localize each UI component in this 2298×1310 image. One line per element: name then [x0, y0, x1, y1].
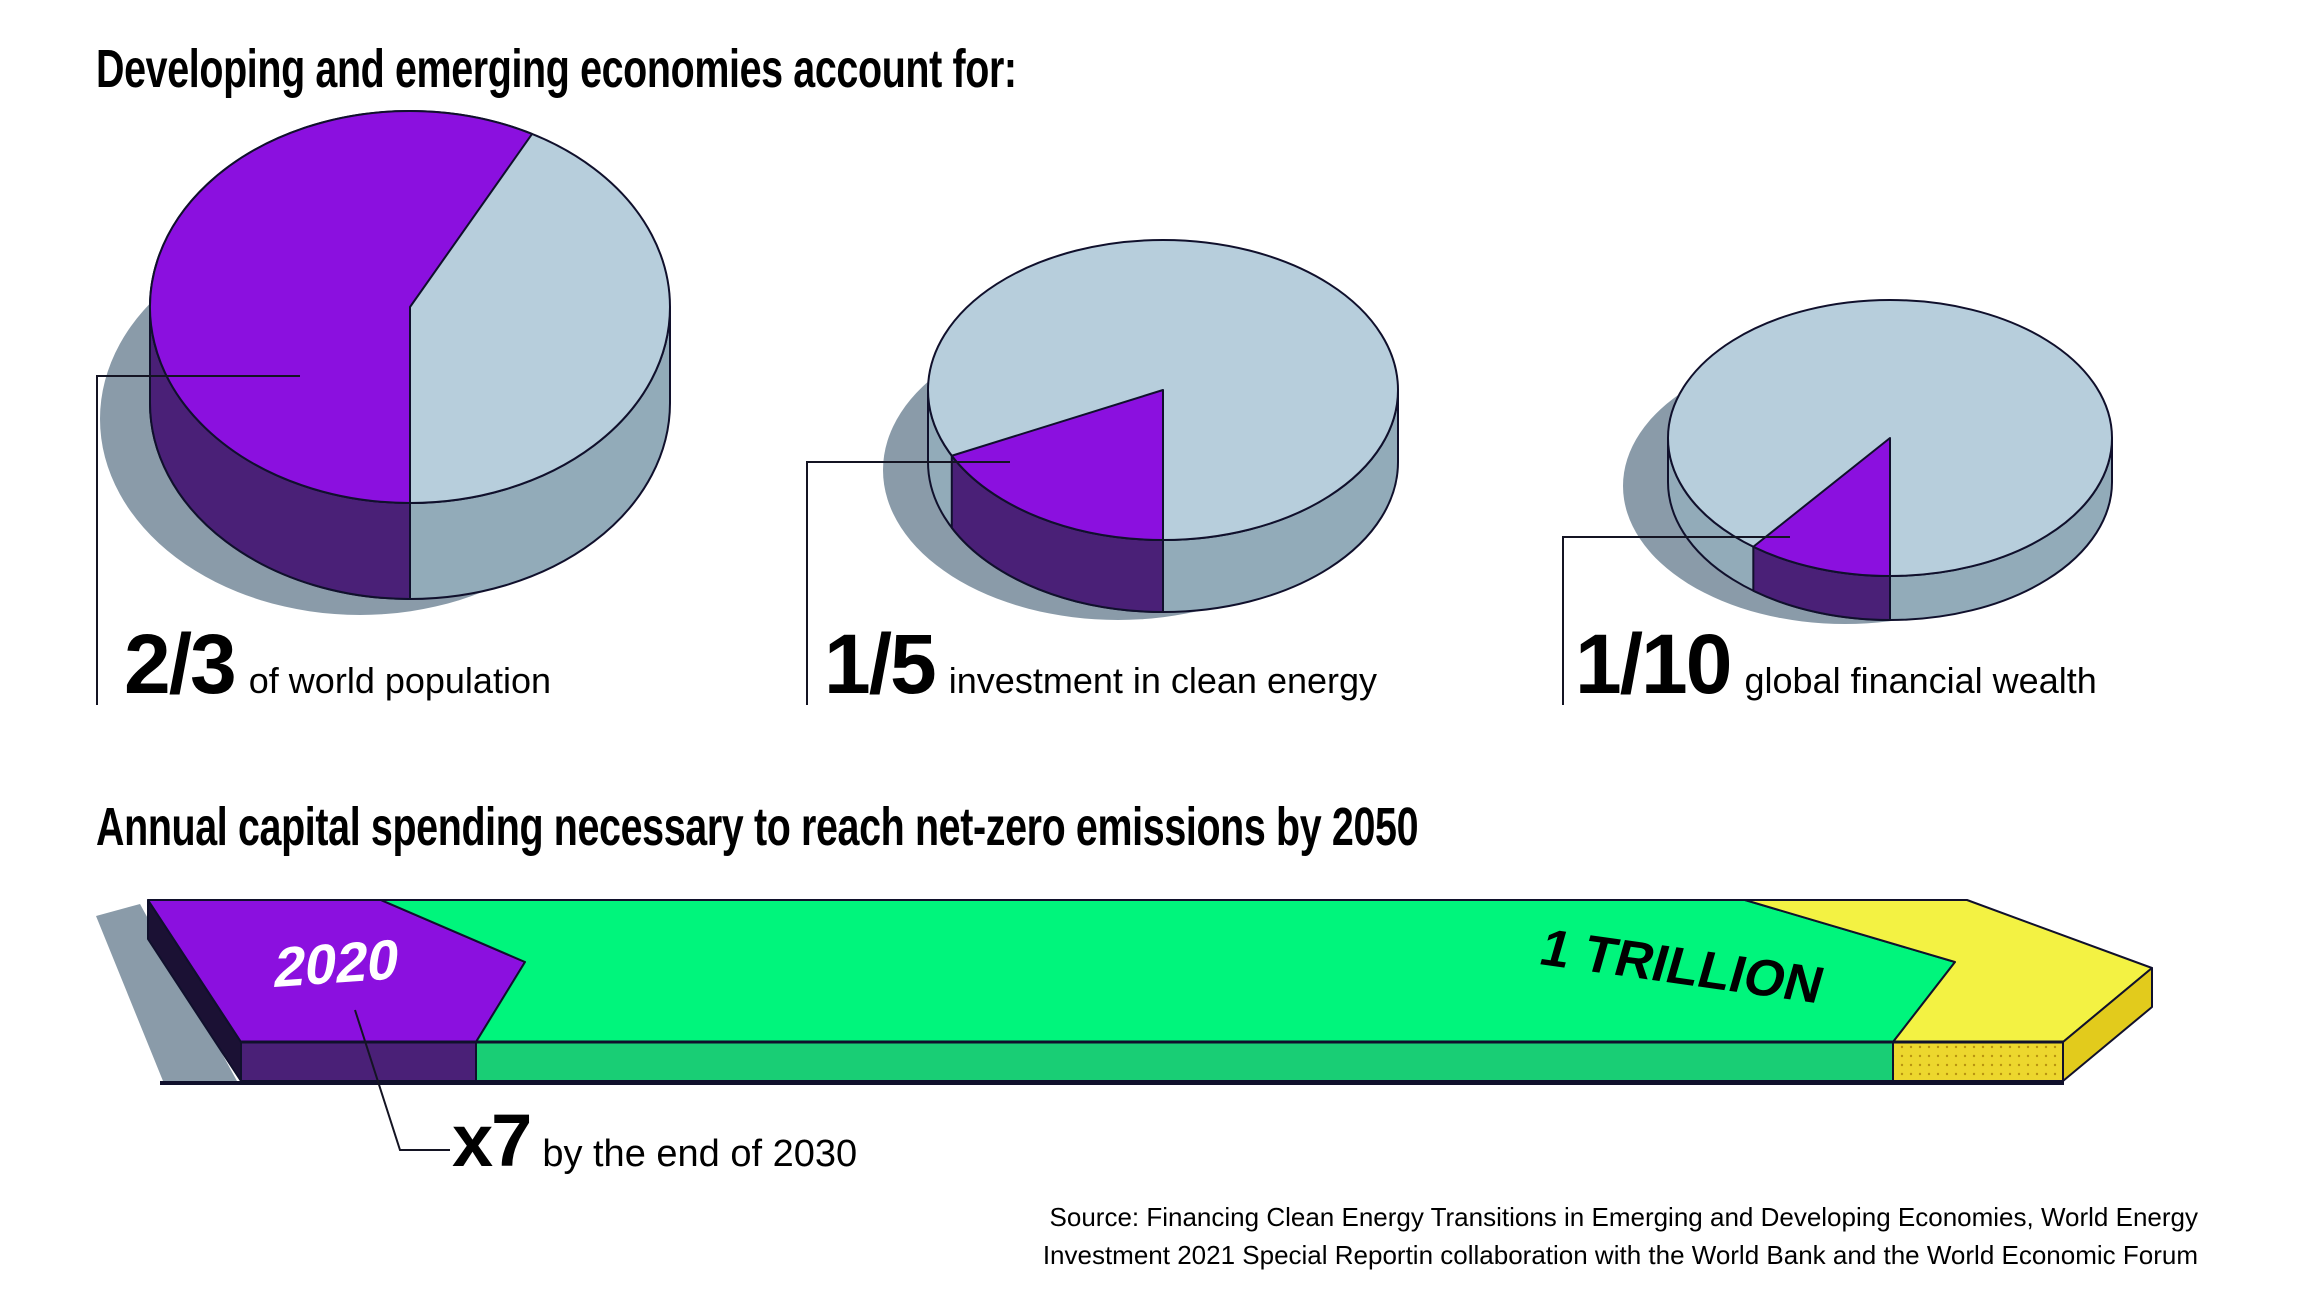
pie-3-label: 1/10 global financial wealth — [1575, 622, 2097, 706]
pie-3-description: global financial wealth — [1744, 660, 2097, 701]
pie-2-value: 1/5 — [824, 617, 937, 711]
leader-line-2 — [806, 461, 1010, 705]
page-title: Developing and emerging economies accoun… — [96, 39, 1017, 99]
leader-line-1 — [96, 375, 300, 705]
x7-text: by the end of 2030 — [542, 1133, 858, 1175]
pie-1-value: 2/3 — [124, 617, 237, 711]
ribbon-2020-label: 2020 — [270, 926, 404, 1000]
leader-line-3 — [1562, 536, 1790, 705]
ribbon-trillion-front-face — [475, 1041, 1894, 1082]
pie-chart-1 — [100, 110, 671, 615]
ribbon-arrow-front-face — [1892, 1041, 2064, 1082]
x7-annotation: x7 by the end of 2030 — [452, 1104, 857, 1178]
pie-chart-3 — [1623, 299, 2113, 624]
pie-2-label: 1/5 investment in clean energy — [824, 622, 1377, 706]
pie-1-label: 2/3 of world population — [124, 622, 551, 706]
pie-3-value: 1/10 — [1575, 617, 1732, 711]
leader-line-4 — [354, 1009, 450, 1151]
ribbon-shadow — [96, 904, 237, 1081]
capital-spending-ribbon — [96, 899, 2153, 1085]
ribbon-2020-front-face — [240, 1041, 477, 1082]
source-text: Source: Financing Clean Energy Transitio… — [1043, 1198, 2198, 1274]
x7-value: x7 — [452, 1099, 532, 1182]
pie-2-description: investment in clean energy — [948, 660, 1378, 701]
pie-chart-2 — [883, 239, 1399, 620]
section2-title: Annual capital spending necessary to rea… — [96, 797, 1419, 857]
source-line-2: Investment 2021 Special Reportin collabo… — [1042, 1240, 2198, 1270]
pie-1-description: of world population — [248, 660, 551, 701]
source-line-1: Source: Financing Clean Energy Transitio… — [1049, 1202, 2198, 1232]
